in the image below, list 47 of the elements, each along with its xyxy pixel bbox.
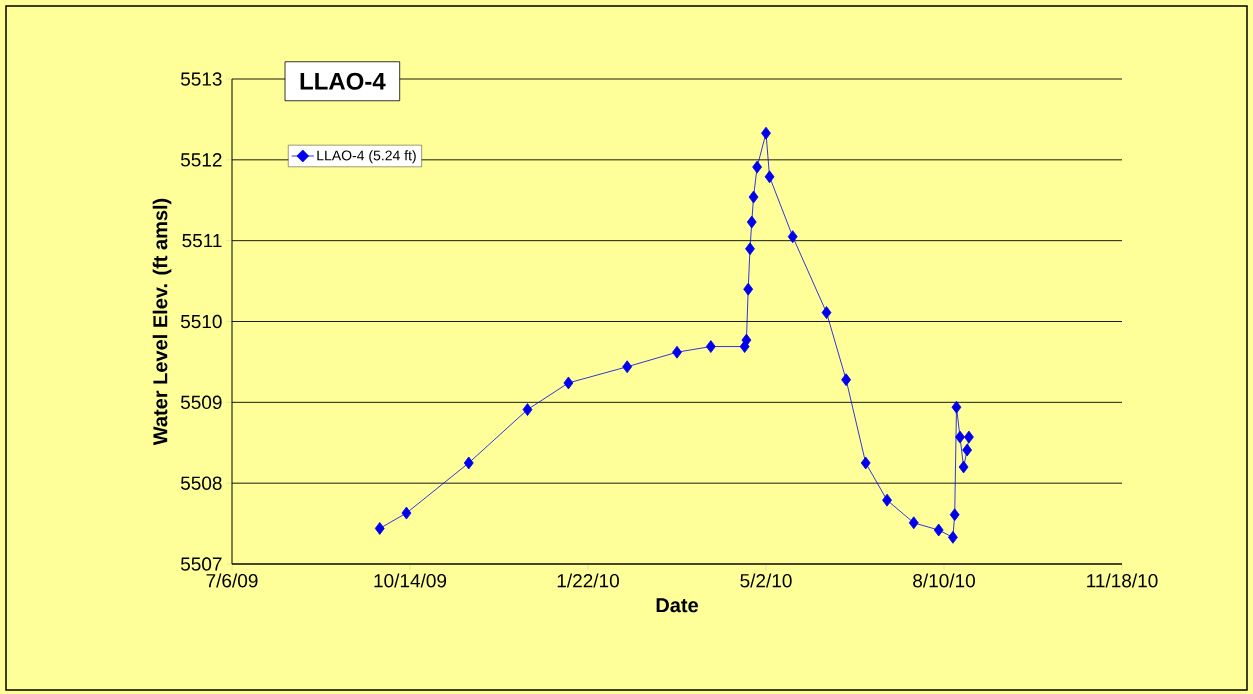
point (401, 506, 412, 520)
point (672, 345, 682, 359)
y-tick-label: 5509 (180, 395, 222, 410)
point (860, 456, 871, 470)
x-tick-label: 10/14/09 (374, 573, 447, 588)
point (948, 530, 958, 544)
point (764, 170, 775, 184)
x-tick-label: 8/10/10 (913, 573, 975, 588)
point (955, 430, 965, 444)
point (743, 282, 754, 296)
point (463, 456, 474, 470)
legend-label: LLAO-4 (5.24 ft) (317, 150, 416, 164)
point (908, 516, 919, 530)
point (741, 333, 752, 347)
point (787, 230, 798, 244)
point (522, 403, 533, 417)
y-tick-label: 5510 (180, 314, 222, 329)
x-tick-label: 7/6/09 (206, 573, 258, 588)
y-tick-label: 5512 (180, 153, 222, 167)
point (761, 126, 771, 140)
point (933, 523, 944, 537)
point (705, 340, 716, 353)
point (745, 242, 755, 256)
point (841, 373, 852, 387)
point (882, 493, 892, 507)
point (962, 443, 973, 457)
x-axis-title: Date (656, 598, 698, 613)
y-tick-label: 5507 (180, 557, 222, 571)
y-tick-label: 5511 (182, 234, 222, 248)
point (821, 306, 832, 320)
y-tick-label: 5513 (180, 72, 222, 86)
point (964, 430, 974, 444)
point (374, 522, 385, 535)
y-tick-label: 5508 (180, 476, 222, 490)
point (951, 400, 962, 414)
point (752, 160, 763, 174)
chart-title: LLAO-4 (300, 72, 386, 90)
point (748, 190, 759, 204)
x-tick-label: 1/22/10 (557, 573, 619, 588)
x-tick-label: 11/18/10 (1087, 573, 1158, 588)
point (958, 460, 969, 474)
point (746, 215, 757, 229)
point (563, 376, 574, 390)
x-tick-label: 5/2/10 (740, 573, 792, 588)
point (622, 360, 633, 374)
y-axis-title: Water Level Elev. (ft amsl) (152, 198, 172, 446)
point (949, 508, 960, 522)
